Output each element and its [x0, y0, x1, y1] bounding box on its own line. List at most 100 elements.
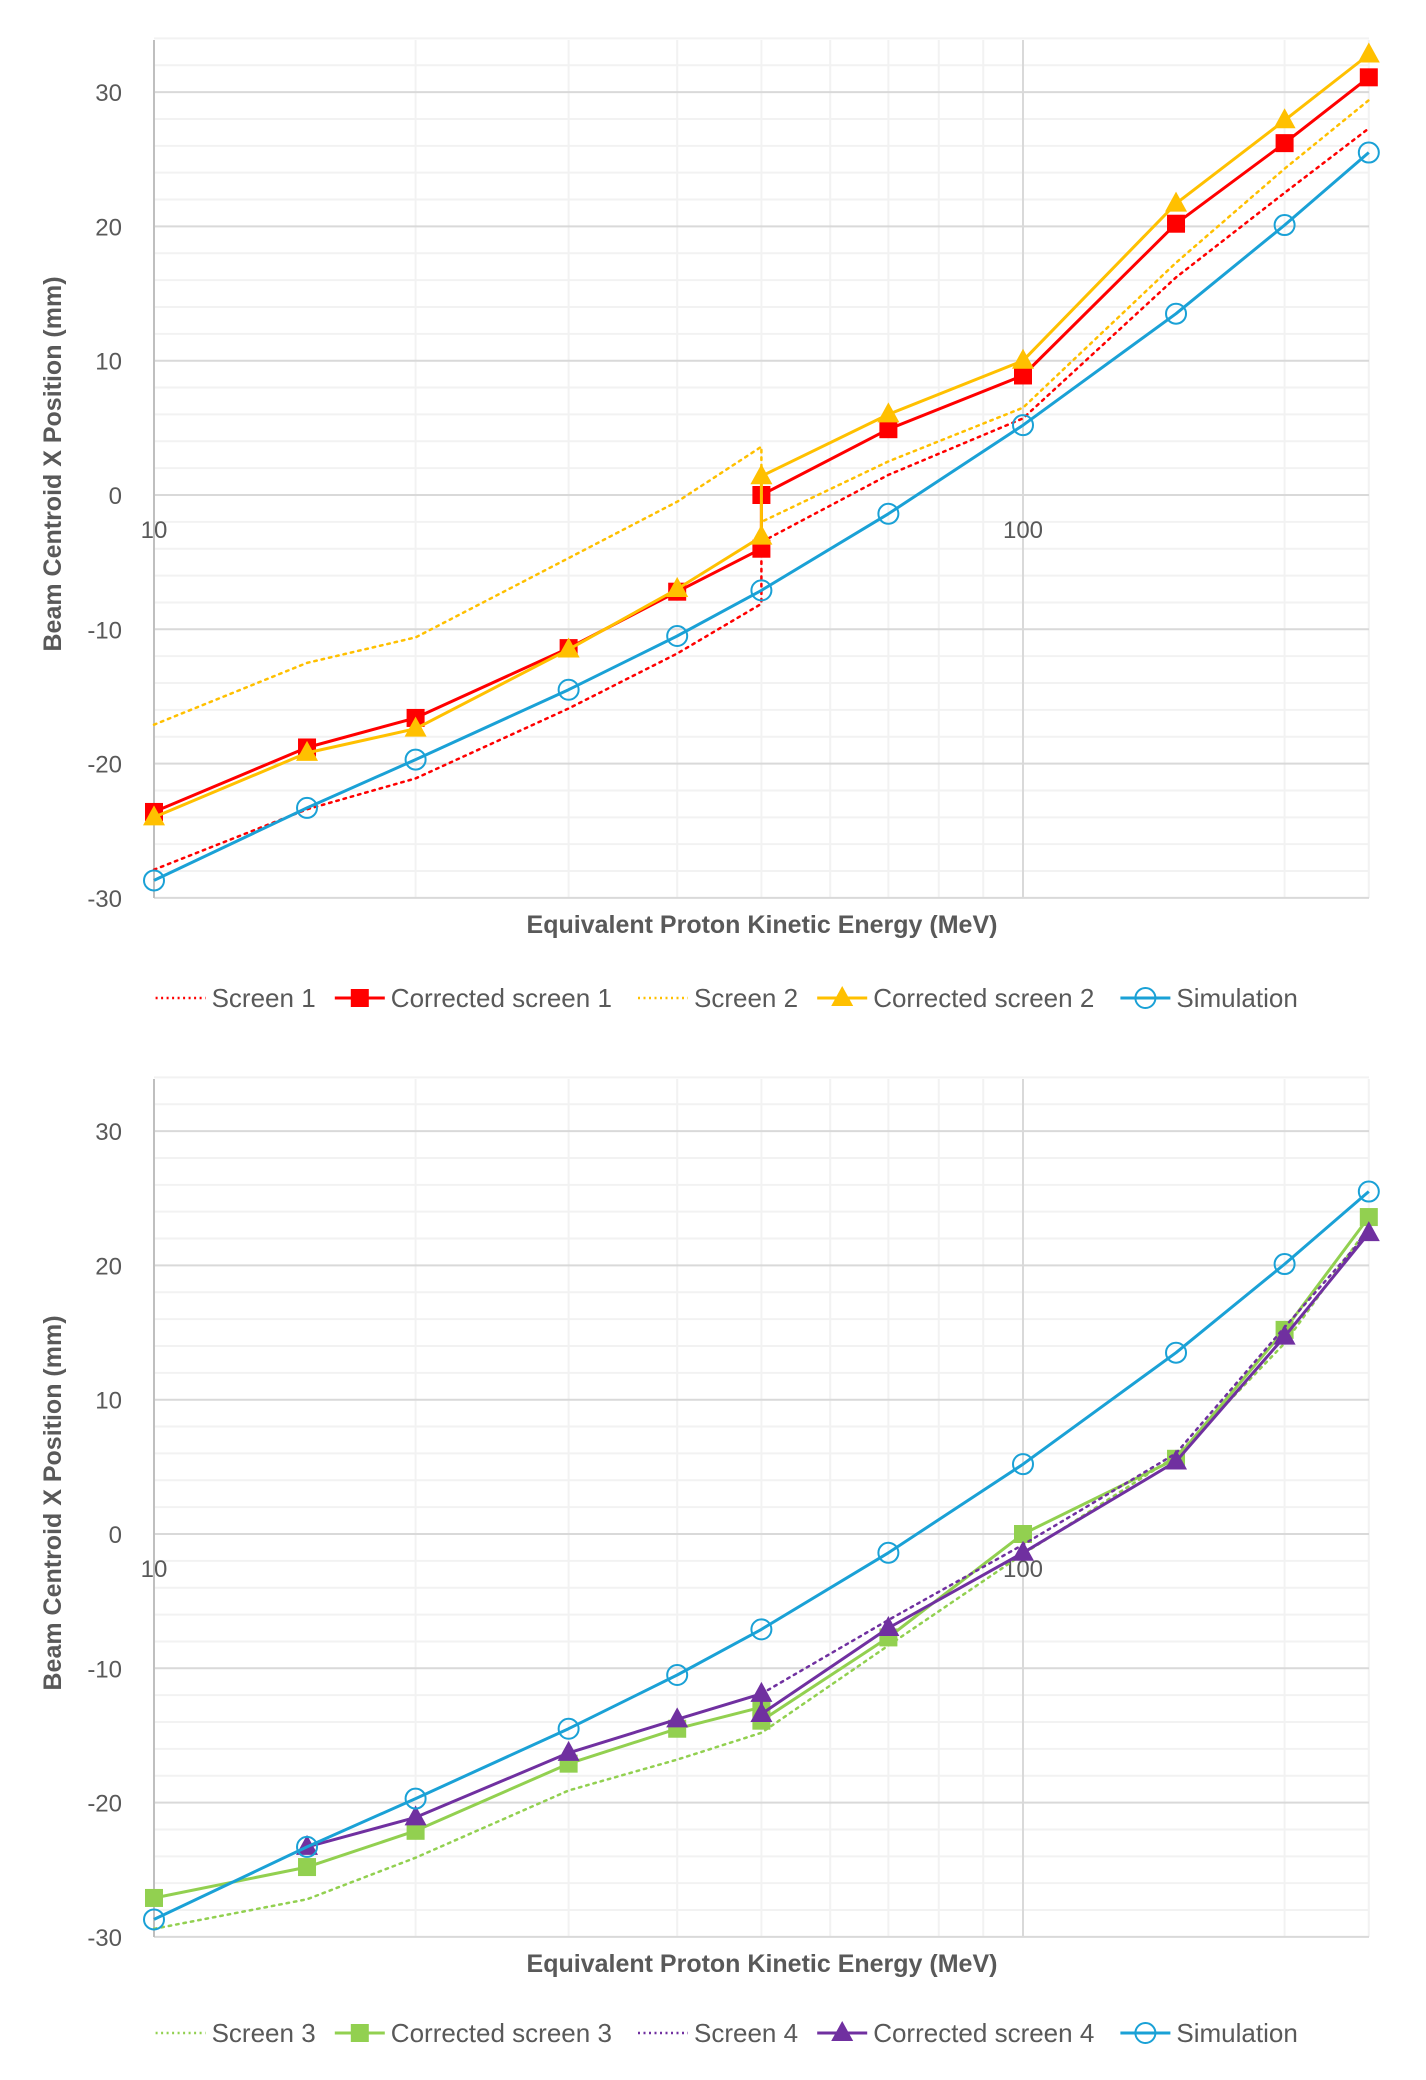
data-point-circle — [666, 625, 689, 648]
data-point-circle — [750, 1618, 773, 1641]
data-point-triangle — [1273, 108, 1296, 129]
legend-item: Corrected screen 1 — [334, 983, 612, 1013]
x-axis-title: Equivalent Proton Kinetic Energy (MeV) — [527, 1950, 998, 1978]
legend-item: Screen 2 — [638, 983, 798, 1013]
legend-marker-triangle — [831, 986, 854, 1006]
data-point-triangle — [750, 464, 773, 485]
y-tick-label: -30 — [87, 1925, 122, 1952]
data-point-square — [1359, 68, 1378, 87]
data-point-triangle — [557, 1740, 580, 1761]
y-axis-title: Beam Centroid X Position (mm) — [39, 1315, 67, 1690]
data-point-circle — [404, 1787, 427, 1810]
data-point-circle — [1273, 1253, 1296, 1276]
data-point-circle — [1165, 1341, 1188, 1364]
data-point-triangle — [1357, 42, 1380, 63]
data-point-circle — [1357, 141, 1380, 164]
data-point-circle — [143, 869, 165, 892]
series-line — [760, 1230, 1371, 1696]
legend-marker-square — [350, 989, 369, 1007]
data-point-square — [1275, 134, 1294, 153]
legend-label: Screen 2 — [694, 983, 798, 1013]
y-tick-label: -20 — [87, 752, 122, 779]
legend-label: Screen 1 — [212, 983, 316, 1013]
y-tick-label: -10 — [87, 617, 122, 644]
series-line — [153, 151, 1370, 882]
y-tick-label: -10 — [87, 1656, 122, 1683]
y-tick-label: 10 — [95, 349, 122, 376]
legend-label: Simulation — [1176, 983, 1297, 1013]
legend-label: Corrected screen 3 — [391, 2018, 612, 2048]
legend-item: Simulation — [1120, 2018, 1298, 2048]
series-simulation — [143, 1180, 1380, 1931]
legend-label: Corrected screen 4 — [873, 2018, 1094, 2048]
data-point-circle — [666, 1664, 689, 1687]
data-point-triangle — [750, 1681, 773, 1702]
data-point-circle — [557, 1717, 580, 1740]
data-point-square — [1167, 214, 1186, 233]
series-corrected-screen-4 — [296, 1221, 1380, 1855]
y-tick-label: 20 — [95, 214, 122, 241]
data-point-triangle — [1357, 1221, 1380, 1242]
y-tick-label: 20 — [95, 1253, 122, 1280]
data-point-circle — [1273, 214, 1296, 237]
data-point-triangle — [1165, 1449, 1188, 1470]
legend-item: Screen 1 — [155, 983, 316, 1013]
data-point-triangle — [404, 716, 427, 737]
data-point-square — [1359, 1208, 1378, 1227]
legend: Screen 3 Corrected screen 3 Screen 4 Correc… — [155, 2018, 1298, 2048]
data-point-circle — [296, 1835, 319, 1858]
y-tick-label: -20 — [87, 1791, 122, 1818]
data-point-square — [298, 1858, 317, 1877]
data-point-triangle — [750, 1701, 773, 1722]
legend-item: Corrected screen 2 — [817, 983, 1094, 1013]
y-tick-label: 0 — [109, 483, 122, 510]
data-point-circle — [1012, 1453, 1034, 1476]
data-point-triangle — [877, 402, 900, 423]
x-tick-label: 10 — [141, 1556, 168, 1583]
legend-label: Screen 3 — [212, 2018, 316, 2048]
x-tick-label: 100 — [1003, 517, 1043, 544]
legend-label: Screen 4 — [694, 2018, 798, 2048]
data-point-square — [406, 1821, 425, 1840]
data-point-triangle — [557, 637, 580, 658]
data-point-circle — [1357, 1180, 1380, 1203]
data-point-circle — [557, 678, 580, 701]
legend-label: Corrected screen 2 — [873, 983, 1094, 1013]
series-simulation — [143, 141, 1380, 892]
legend-marker-circle — [1134, 987, 1157, 1009]
data-point-circle — [296, 796, 319, 819]
data-point-triangle — [666, 1707, 689, 1728]
series-line — [152, 127, 1371, 871]
y-tick-label: 30 — [95, 80, 122, 107]
data-point-square — [879, 420, 898, 439]
data-point-circle — [750, 579, 773, 602]
legend-item: Simulation — [1120, 983, 1298, 1013]
data-point-square — [145, 1888, 163, 1907]
data-point-circle — [877, 1541, 900, 1564]
data-point-triangle — [750, 524, 773, 545]
data-point-square — [1014, 1525, 1032, 1543]
data-point-triangle — [1012, 348, 1034, 369]
y-tick-label: 0 — [109, 1522, 122, 1549]
data-point-triangle — [296, 740, 319, 761]
legend-marker-circle — [1134, 2022, 1157, 2044]
data-point-circle — [877, 502, 900, 525]
series-line — [153, 53, 1370, 819]
series-screen-4 — [760, 1230, 1371, 1696]
data-point-triangle — [1012, 1540, 1034, 1561]
legend: Screen 1 Corrected screen 1 Screen 2 Correc… — [155, 983, 1298, 1013]
y-tick-label: 10 — [95, 1388, 122, 1415]
y-tick-label: -30 — [87, 886, 122, 913]
data-point-triangle — [1273, 1324, 1296, 1345]
data-point-triangle — [404, 1805, 427, 1826]
series-line — [152, 98, 1371, 726]
data-point-square — [1014, 366, 1032, 385]
data-point-triangle — [143, 805, 165, 826]
legend-label: Corrected screen 1 — [391, 983, 612, 1013]
legend-marker-square — [350, 2024, 369, 2042]
y-tick-label: 30 — [95, 1119, 122, 1146]
data-point-circle — [1165, 302, 1188, 325]
